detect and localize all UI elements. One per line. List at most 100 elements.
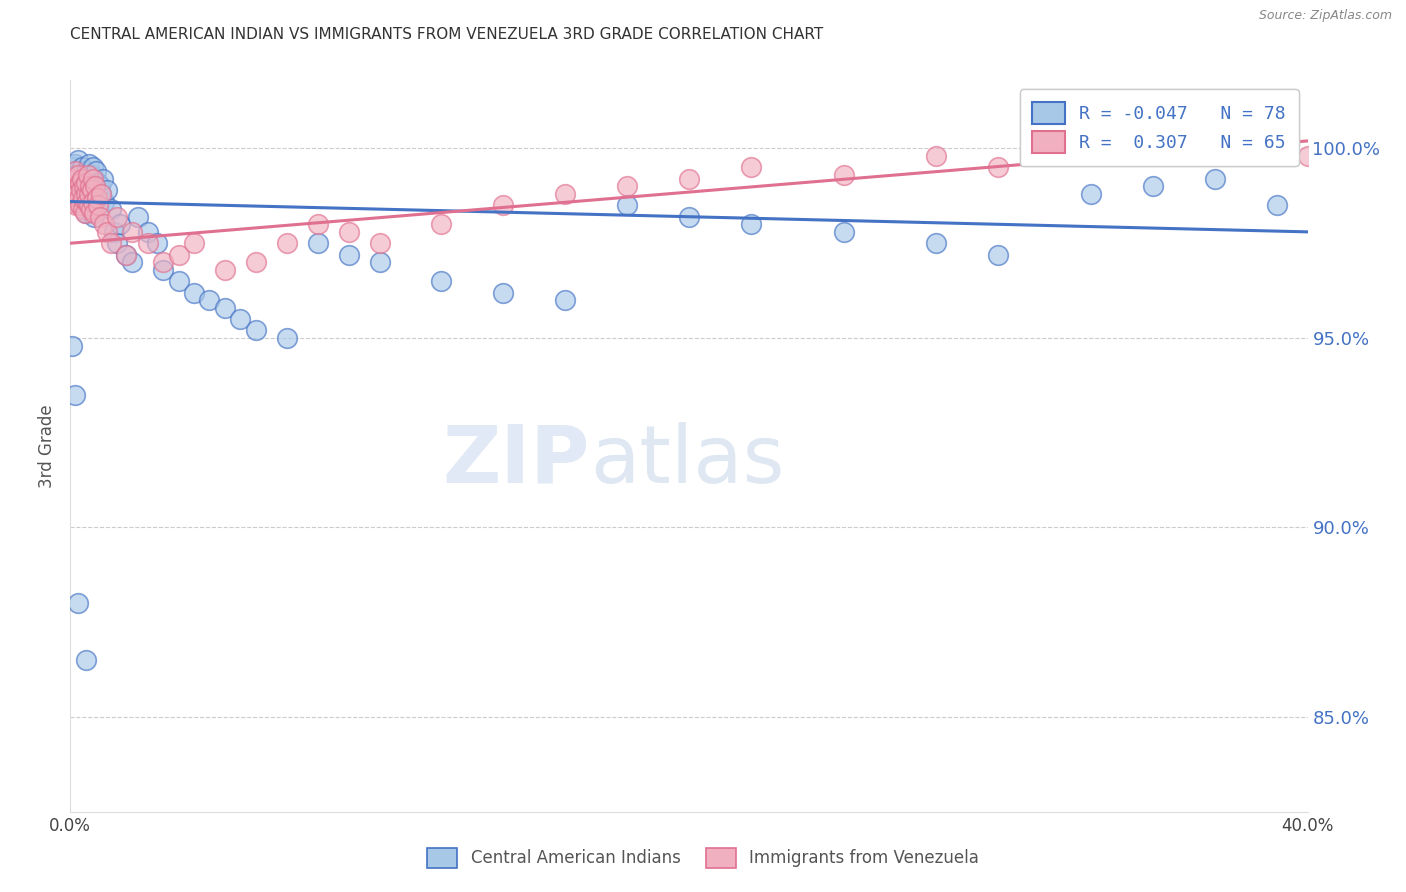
Point (60, 171, 83, 186)
Point (87, 198, 110, 212)
Text: ZIP: ZIP (443, 422, 591, 500)
Point (91, 171, 114, 186)
Point (740, 217, 762, 231)
Point (76, 176, 98, 190)
Point (127, 210, 149, 224)
Point (1296, 149, 1319, 163)
Point (554, 186, 576, 201)
Point (80, 202, 103, 216)
Point (77, 168, 100, 182)
Point (69, 168, 91, 182)
Point (72, 186, 94, 201)
Point (62, 161, 84, 175)
Point (115, 247, 138, 261)
Point (67, 596, 90, 610)
Point (73, 198, 96, 212)
Point (77, 198, 100, 212)
Point (79, 179, 101, 194)
Point (108, 217, 131, 231)
Point (1204, 171, 1226, 186)
Point (83, 206, 105, 220)
Point (62, 171, 84, 186)
Point (66, 176, 89, 190)
Point (75, 164, 97, 178)
Point (276, 331, 298, 345)
Point (90, 186, 112, 201)
Point (67, 191, 90, 205)
Point (84, 179, 107, 194)
Point (1080, 186, 1102, 201)
Point (167, 247, 190, 261)
Point (69, 198, 91, 212)
Point (93, 194, 115, 209)
Point (80, 183, 103, 197)
Point (65, 198, 87, 212)
Point (368, 236, 391, 251)
Point (229, 312, 252, 326)
Point (832, 225, 855, 239)
Point (678, 171, 700, 186)
Point (925, 149, 948, 163)
Point (214, 301, 236, 315)
Point (100, 236, 122, 251)
Point (75, 176, 97, 190)
Point (63, 194, 86, 209)
Point (67, 168, 90, 182)
Point (79, 202, 101, 216)
Point (183, 285, 205, 300)
Point (136, 236, 159, 251)
Point (115, 247, 138, 261)
Point (105, 236, 128, 251)
Point (96, 225, 118, 239)
Point (337, 247, 360, 261)
Point (77, 191, 100, 205)
Point (93, 217, 115, 231)
Point (430, 274, 453, 288)
Text: CENTRAL AMERICAN INDIAN VS IMMIGRANTS FROM VENEZUELA 3RD GRADE CORRELATION CHART: CENTRAL AMERICAN INDIAN VS IMMIGRANTS FR… (70, 27, 824, 42)
Point (63, 164, 86, 178)
Point (554, 293, 576, 307)
Point (183, 236, 205, 251)
Point (66, 186, 89, 201)
Point (1234, 141, 1257, 155)
Point (84, 179, 107, 194)
Point (245, 255, 267, 269)
Point (1111, 149, 1133, 163)
Point (616, 179, 638, 194)
Point (60, 338, 83, 352)
Point (67, 153, 90, 167)
Point (73, 179, 96, 194)
Point (80, 168, 103, 182)
Legend: Central American Indians, Immigrants from Venezuela: Central American Indians, Immigrants fro… (420, 841, 986, 875)
Point (925, 236, 948, 251)
Point (987, 161, 1010, 175)
Point (80, 186, 103, 201)
Point (75, 653, 97, 667)
Y-axis label: 3rd Grade: 3rd Grade (38, 404, 56, 488)
Point (69, 179, 91, 194)
Point (63, 168, 86, 182)
Point (167, 274, 190, 288)
Point (63, 179, 86, 194)
Point (82, 194, 104, 209)
Legend: R = -0.047   N = 78, R =  0.307   N = 65: R = -0.047 N = 78, R = 0.307 N = 65 (1019, 89, 1299, 166)
Point (75, 179, 97, 194)
Point (67, 194, 90, 209)
Point (307, 217, 329, 231)
Point (63, 388, 86, 402)
Point (492, 198, 515, 212)
Point (75, 206, 97, 220)
Point (740, 161, 762, 175)
Point (987, 247, 1010, 261)
Point (430, 217, 453, 231)
Point (70, 171, 93, 186)
Point (121, 225, 143, 239)
Point (678, 210, 700, 224)
Point (89, 179, 111, 194)
Point (90, 186, 112, 201)
Point (105, 210, 128, 224)
Point (245, 323, 267, 337)
Point (62, 186, 84, 201)
Point (832, 168, 855, 182)
Point (72, 171, 94, 186)
